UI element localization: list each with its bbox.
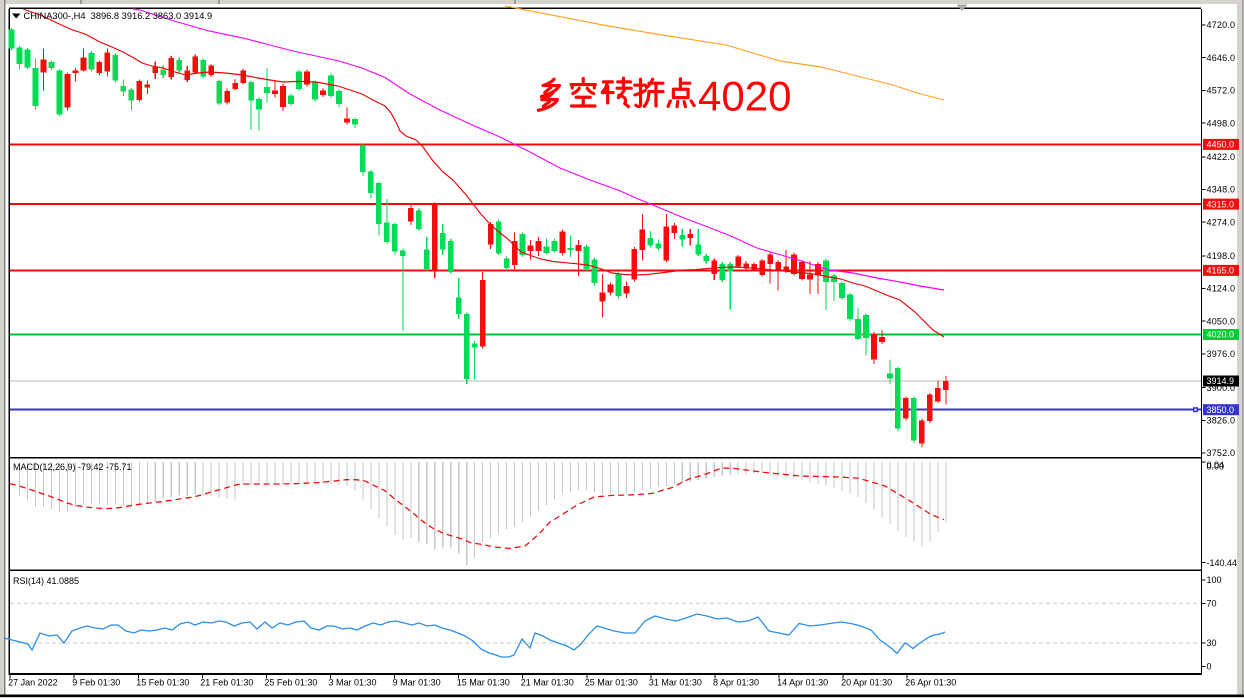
- svg-text:8 Apr 01:30: 8 Apr 01:30: [713, 678, 759, 688]
- svg-text:4020.0: 4020.0: [1207, 330, 1235, 340]
- svg-text:4646.0: 4646.0: [1207, 53, 1236, 63]
- svg-text:15 Mar 01:30: 15 Mar 01:30: [457, 678, 510, 688]
- svg-text:0.00: 0.00: [1207, 462, 1225, 472]
- svg-text:31 Mar 01:30: 31 Mar 01:30: [649, 678, 702, 688]
- svg-text:3850.0: 3850.0: [1207, 405, 1235, 415]
- svg-text:4422.0: 4422.0: [1207, 152, 1236, 162]
- svg-text:4165.0: 4165.0: [1207, 266, 1235, 276]
- svg-text:4124.0: 4124.0: [1207, 284, 1236, 294]
- svg-text:25 Feb 01:30: 25 Feb 01:30: [264, 678, 317, 688]
- svg-text:20 Apr 01:30: 20 Apr 01:30: [841, 678, 892, 688]
- svg-text:3976.0: 3976.0: [1207, 349, 1236, 359]
- svg-text:26 Apr 01:30: 26 Apr 01:30: [905, 678, 956, 688]
- svg-text:4498.0: 4498.0: [1207, 118, 1236, 128]
- svg-text:MACD(12,26,9) -79.42 -75.71: MACD(12,26,9) -79.42 -75.71: [13, 462, 132, 472]
- svg-text:0.04: 0.04: [1207, 460, 1225, 470]
- svg-text:3914.9: 3914.9: [1207, 376, 1235, 386]
- svg-text:4450.0: 4450.0: [1207, 140, 1235, 150]
- svg-text:4720.0: 4720.0: [1207, 20, 1236, 30]
- svg-text:100: 100: [1207, 575, 1222, 585]
- svg-text:3826.0: 3826.0: [1207, 416, 1236, 426]
- svg-text:4198.0: 4198.0: [1207, 251, 1236, 261]
- svg-text:3900.0: 3900.0: [1207, 383, 1236, 393]
- svg-text:4274.0: 4274.0: [1207, 217, 1236, 227]
- svg-text:15 Feb 01:30: 15 Feb 01:30: [136, 678, 189, 688]
- svg-text:4315.0: 4315.0: [1207, 199, 1235, 209]
- svg-text:3752.0: 3752.0: [1207, 448, 1236, 458]
- svg-text:30: 30: [1207, 638, 1217, 648]
- svg-text:25 Mar 01:30: 25 Mar 01:30: [585, 678, 638, 688]
- svg-text:RSI(14) 41.0885: RSI(14) 41.0885: [13, 576, 79, 586]
- svg-text:4050.0: 4050.0: [1207, 316, 1236, 326]
- svg-text:14 Apr 01:30: 14 Apr 01:30: [777, 678, 828, 688]
- svg-text:0: 0: [1207, 662, 1212, 672]
- svg-text:3 Mar 01:30: 3 Mar 01:30: [329, 678, 377, 688]
- svg-text:21 Feb 01:30: 21 Feb 01:30: [200, 678, 253, 688]
- svg-text:9 Feb 01:30: 9 Feb 01:30: [72, 678, 120, 688]
- svg-text:27 Jan 2022: 27 Jan 2022: [8, 678, 58, 688]
- svg-text:9 Mar 01:30: 9 Mar 01:30: [393, 678, 441, 688]
- svg-text:4348.0: 4348.0: [1207, 185, 1236, 195]
- svg-text:21 Mar 01:30: 21 Mar 01:30: [521, 678, 574, 688]
- svg-text:CHINA300-,H4 3896.8 3916.2 38: CHINA300-,H4 3896.8 3916.2 3863.0 3914.9: [24, 11, 213, 21]
- svg-text:4572.0: 4572.0: [1207, 86, 1236, 96]
- svg-text:-140.44: -140.44: [1207, 558, 1238, 568]
- svg-text:70: 70: [1207, 599, 1217, 609]
- svg-text:4020: 4020: [698, 73, 791, 120]
